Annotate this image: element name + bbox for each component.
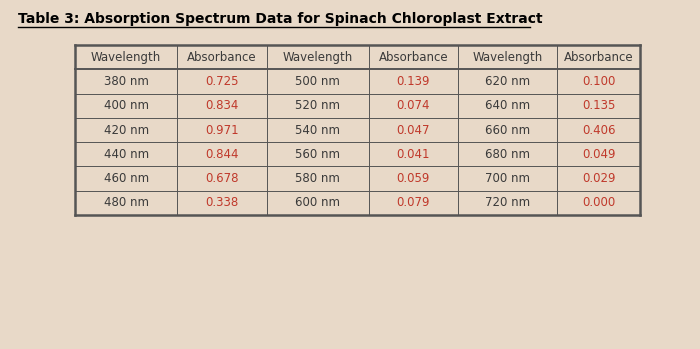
Text: Absorbance: Absorbance [379, 51, 448, 64]
Text: 660 nm: 660 nm [485, 124, 530, 136]
Text: Wavelength: Wavelength [283, 51, 353, 64]
Text: 720 nm: 720 nm [485, 196, 530, 209]
Text: 420 nm: 420 nm [104, 124, 148, 136]
Text: 600 nm: 600 nm [295, 196, 340, 209]
Text: 0.725: 0.725 [205, 75, 239, 88]
Text: 0.029: 0.029 [582, 172, 615, 185]
Text: 620 nm: 620 nm [485, 75, 530, 88]
Text: 560 nm: 560 nm [295, 148, 340, 161]
Text: 0.000: 0.000 [582, 196, 615, 209]
Text: Wavelength: Wavelength [91, 51, 161, 64]
Text: 0.139: 0.139 [397, 75, 430, 88]
Text: 520 nm: 520 nm [295, 99, 340, 112]
Text: 440 nm: 440 nm [104, 148, 148, 161]
Text: 580 nm: 580 nm [295, 172, 340, 185]
Text: 0.844: 0.844 [205, 148, 239, 161]
Text: 0.678: 0.678 [205, 172, 239, 185]
Text: 480 nm: 480 nm [104, 196, 148, 209]
Text: 0.079: 0.079 [397, 196, 430, 209]
Text: 0.135: 0.135 [582, 99, 615, 112]
Text: Absorbance: Absorbance [564, 51, 634, 64]
Text: 0.100: 0.100 [582, 75, 615, 88]
Text: Absorbance: Absorbance [187, 51, 257, 64]
Text: Wavelength: Wavelength [473, 51, 542, 64]
Text: 680 nm: 680 nm [485, 148, 530, 161]
Text: 0.059: 0.059 [397, 172, 430, 185]
Text: 380 nm: 380 nm [104, 75, 148, 88]
Text: 700 nm: 700 nm [485, 172, 530, 185]
Text: 0.047: 0.047 [397, 124, 430, 136]
Text: 0.971: 0.971 [205, 124, 239, 136]
Text: Table 3: Absorption Spectrum Data for Spinach Chloroplast Extract: Table 3: Absorption Spectrum Data for Sp… [18, 12, 542, 26]
Text: 0.049: 0.049 [582, 148, 615, 161]
Text: 640 nm: 640 nm [485, 99, 530, 112]
Text: 500 nm: 500 nm [295, 75, 340, 88]
Text: 460 nm: 460 nm [104, 172, 148, 185]
Text: 0.834: 0.834 [205, 99, 239, 112]
Text: 0.406: 0.406 [582, 124, 615, 136]
Text: 540 nm: 540 nm [295, 124, 340, 136]
Text: 0.074: 0.074 [397, 99, 430, 112]
Text: 0.041: 0.041 [397, 148, 430, 161]
Text: 400 nm: 400 nm [104, 99, 148, 112]
Text: 0.338: 0.338 [205, 196, 239, 209]
